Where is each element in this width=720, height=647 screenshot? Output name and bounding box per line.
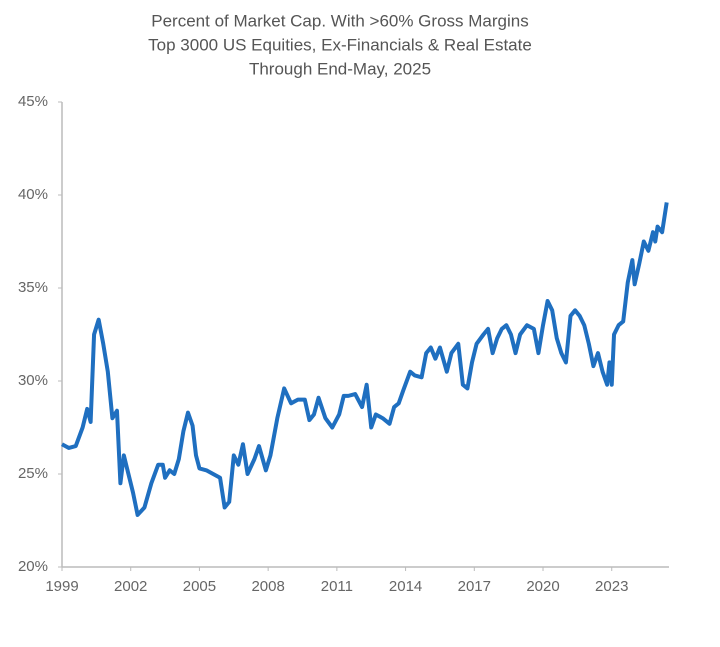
x-tick-label: 2011 [321,578,353,595]
y-tick-label: 40% [18,186,48,203]
chart-subtitle: Top 3000 US Equities, Ex-Financials & Re… [148,35,532,54]
x-tick-label: 2002 [114,578,147,595]
x-tick-label: 2017 [458,578,491,595]
y-tick-label: 20% [18,558,48,575]
x-tick-label: 1999 [45,578,78,595]
data-line [61,202,669,517]
chart-title: Percent of Market Cap. With >60% Gross M… [151,11,528,30]
x-tick-label: 2023 [595,578,628,595]
y-tick-label: 25% [18,465,48,482]
y-tick-label: 30% [18,372,48,389]
x-tick-label: 2020 [526,578,559,595]
x-tick-label: 2014 [389,578,422,595]
chart-subtitle: Through End-May, 2025 [249,59,431,78]
y-tick-label: 45% [18,93,48,110]
x-tick-label: 2005 [183,578,216,595]
x-tick-label: 2008 [251,578,284,595]
y-tick-label: 35% [18,279,48,296]
